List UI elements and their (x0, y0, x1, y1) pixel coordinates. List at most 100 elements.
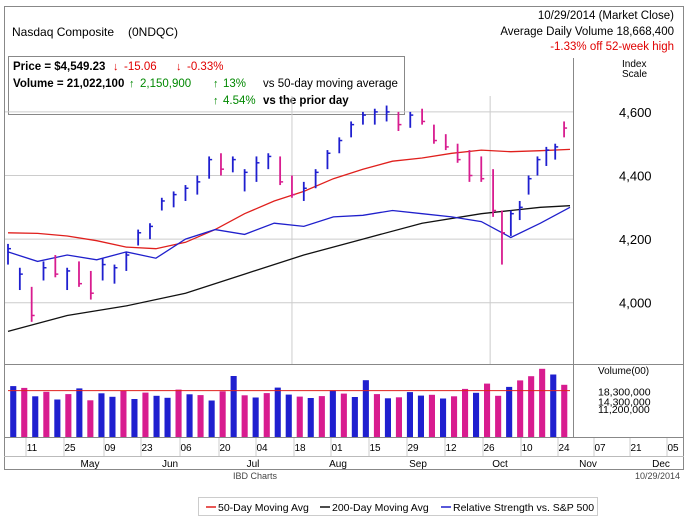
price-candle (433, 124, 437, 144)
month-label: Jun (162, 459, 178, 470)
price-change: -15.06 (124, 61, 157, 73)
volume-bar (252, 397, 259, 437)
volume-bar (263, 393, 270, 437)
date-line: 10/29/2014 (Market Close) (538, 10, 674, 22)
price-candle (255, 156, 260, 182)
volume-bar (462, 388, 469, 437)
price-tick-label: 4,200 (619, 232, 652, 247)
vol50-up-arrow: ↑ (213, 78, 219, 90)
legend-ma50: 50-Day Moving Avg (218, 502, 309, 514)
volume-bar (473, 392, 480, 437)
price-candle (208, 156, 213, 179)
price-candle (314, 169, 319, 189)
price-candle (113, 264, 118, 284)
volume-bar (528, 376, 535, 437)
price-candle (291, 175, 295, 198)
price-candle (480, 156, 485, 182)
volume-bar (65, 394, 72, 437)
month-label: Dec (652, 459, 670, 470)
price-candle (18, 267, 23, 291)
avg-volume-line: Average Daily Volume 18,668,400 (500, 26, 674, 38)
volume-bar (539, 368, 546, 437)
volume-bar (21, 387, 28, 437)
legend-box (198, 497, 598, 516)
volume-bar (506, 386, 513, 437)
volume-bar (307, 398, 314, 437)
series-line-ma200 (7, 205, 571, 333)
price-candle (220, 153, 224, 176)
day-label: 26 (483, 443, 495, 454)
month-label: Nov (579, 459, 597, 470)
day-label: 21 (630, 443, 642, 454)
volume-bar (164, 397, 171, 437)
price-candle (66, 267, 71, 291)
index-name: Nasdaq Composite (12, 25, 114, 39)
volume-bar (296, 396, 303, 437)
index-scale-label: Index (622, 59, 646, 70)
price-candle (160, 197, 165, 211)
day-label: 29 (407, 443, 419, 454)
legend-ma200: 200-Day Moving Avg (332, 502, 429, 514)
price-candle (536, 156, 541, 176)
vol50-pct: 13% (223, 78, 246, 90)
price-tick-label: 4,400 (619, 169, 652, 184)
volume-bar (230, 376, 237, 437)
price-pct: -0.33% (187, 61, 223, 73)
price-candle (350, 121, 355, 138)
price-candle (554, 143, 559, 160)
series-line-relative-strength (7, 206, 571, 263)
price-candle (149, 223, 153, 240)
volume-bar (451, 396, 458, 437)
month-label: Oct (492, 459, 508, 470)
volume-bar (219, 391, 226, 437)
volume-bar (186, 394, 193, 437)
price-candle (444, 134, 449, 151)
day-label: 18 (294, 443, 306, 454)
volume-bar (109, 396, 116, 437)
price-candle (373, 108, 378, 125)
price-candle (456, 143, 461, 163)
source-label: IBD Charts (233, 471, 278, 481)
price-candle (125, 251, 130, 271)
price-candle (397, 111, 402, 131)
volume-bar (43, 391, 50, 437)
price-candle (518, 200, 523, 221)
price-pct-down-arrow: ↓ (176, 61, 182, 73)
price-candle (527, 175, 532, 195)
stats-box (8, 56, 405, 115)
price-candle (385, 105, 390, 122)
price-candle (172, 191, 177, 208)
volume-bar (208, 400, 215, 437)
price-candle (492, 169, 497, 217)
vol50-text: vs 50-day moving average (263, 78, 398, 90)
price-candle (362, 111, 366, 125)
volume-bar (98, 393, 105, 437)
day-label: 10 (521, 443, 533, 454)
price-candle (54, 255, 59, 278)
volume-bar (32, 396, 39, 437)
volume-bar (517, 380, 524, 437)
volume-bar (241, 395, 248, 437)
price-candle (279, 156, 284, 186)
price-candle (101, 258, 106, 281)
date-axis: 11 25 09 23 06 20 04 18 01 15 29 12 26 10 24 07 21 05 May J… (25, 438, 679, 470)
price-tick-labels: 4,000 4,200 4,400 4,600 (619, 105, 652, 311)
volume-bar (417, 395, 424, 437)
volume-bar (495, 395, 502, 437)
price-candle (563, 121, 568, 138)
price-down-arrow: ↓ (113, 61, 119, 73)
series-line-ma50 (7, 148, 571, 250)
price-candle (137, 229, 142, 246)
price-candle (468, 150, 473, 182)
volume-bar (561, 384, 568, 437)
footer-date: 10/29/2014 (635, 471, 680, 481)
day-label: 20 (219, 443, 231, 454)
month-label: May (81, 459, 100, 470)
day-label: 01 (331, 443, 343, 454)
volume-bar (10, 386, 17, 437)
volume-bar (87, 400, 94, 437)
price-candle (30, 286, 35, 322)
price-candles (7, 105, 568, 322)
volume-bar (440, 398, 447, 437)
